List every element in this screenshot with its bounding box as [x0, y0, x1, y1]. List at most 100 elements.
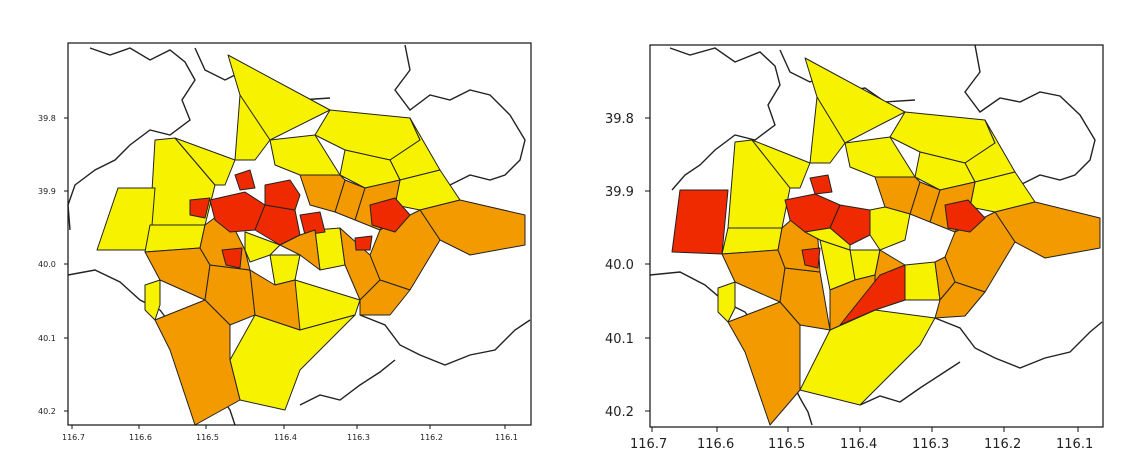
cell-low [269, 134, 341, 176]
cell-medium [994, 201, 1101, 259]
cell-low [727, 139, 791, 229]
cell-low [314, 109, 421, 161]
cell-medium [359, 279, 411, 316]
axes-frame [649, 44, 1104, 428]
cell-high [369, 197, 411, 233]
cell-high [221, 247, 243, 269]
cell-low [274, 279, 361, 331]
cell-medium [279, 229, 321, 271]
cell-low [969, 171, 1036, 213]
district-border [299, 359, 396, 406]
y-tick-label: 40.2 [38, 407, 56, 416]
cell-low [889, 111, 996, 164]
cell-low [244, 231, 281, 263]
cell-low [721, 227, 783, 255]
cell-high [234, 169, 256, 191]
district-border [934, 317, 1103, 369]
cell-medium [874, 176, 921, 215]
district-border [669, 47, 781, 191]
x-tick-label: 116.5 [768, 437, 805, 452]
cell-low [804, 57, 906, 144]
cell-high [944, 199, 986, 233]
x-tick-label: 116.1 [495, 433, 518, 442]
y-tick-label: 40.1 [38, 334, 56, 343]
cell-low [804, 227, 851, 251]
district-border [194, 47, 331, 101]
cell-medium [334, 179, 366, 221]
cell-high [801, 247, 821, 269]
cell-high [839, 264, 906, 326]
cell-medium [874, 249, 906, 311]
district-border [67, 269, 236, 426]
cell-medium [339, 227, 381, 301]
cell-low [394, 169, 461, 211]
y-tick-label: 40.1 [605, 332, 634, 347]
cell-low [849, 249, 881, 281]
cell-low [144, 224, 206, 253]
cell-low [914, 151, 976, 191]
x-tick-label: 116.4 [274, 433, 297, 442]
voronoi-cells-left [96, 54, 526, 426]
cell-high [254, 204, 301, 246]
x-tick-label: 116.3 [347, 433, 370, 442]
cell-high [809, 174, 833, 195]
cell-low [799, 309, 936, 406]
x-tick-label: 116.7 [630, 437, 667, 452]
cell-high [189, 197, 211, 219]
cell-low [964, 119, 1016, 183]
cell-medium [299, 174, 346, 213]
cell-high [784, 193, 841, 233]
cell-medium [249, 269, 301, 331]
cell-low [229, 314, 356, 411]
cell-high [829, 204, 871, 246]
map-area-left [67, 44, 531, 426]
cell-medium [144, 247, 211, 301]
cell-low [339, 149, 401, 189]
x-tick-label: 116.7 [62, 433, 85, 442]
cell-low [227, 54, 331, 141]
x-tick-label: 116.6 [129, 433, 152, 442]
cell-medium [199, 209, 251, 271]
cell-low [869, 206, 911, 251]
cell-medium [944, 211, 1016, 293]
cell-medium [369, 209, 441, 291]
district-border [67, 47, 196, 231]
cell-medium [829, 274, 876, 331]
cell-low [144, 279, 161, 321]
y-axis-right: 39.8 39.9 40.0 40.1 40.2 [605, 112, 650, 420]
district-border [779, 49, 916, 103]
cell-low [269, 254, 301, 286]
x-tick-label: 116.2 [420, 433, 443, 442]
cell-low [389, 117, 441, 181]
y-tick-label: 39.8 [38, 114, 56, 123]
voronoi-cells-right [671, 57, 1101, 426]
cell-medium [354, 179, 401, 231]
x-tick-label: 116.5 [196, 433, 219, 442]
cell-high [354, 235, 373, 251]
cell-low [96, 187, 156, 251]
x-tick-label: 116.6 [697, 437, 734, 452]
y-tick-label: 40.2 [605, 405, 634, 420]
cell-high [299, 211, 326, 236]
district-border [394, 44, 526, 186]
y-axis-left: 39.8 39.9 40.0 40.1 40.2 [38, 114, 68, 416]
y-tick-label: 39.9 [605, 185, 634, 200]
y-tick-label: 39.9 [38, 187, 56, 196]
cell-medium [777, 211, 821, 273]
x-tick-label: 116.4 [840, 437, 877, 452]
cell-low [809, 96, 846, 164]
cell-low [314, 227, 346, 271]
y-tick-label: 39.8 [605, 112, 634, 127]
x-axis-right: 116.7 116.6 116.5 116.4 116.3 116.2 116.… [630, 427, 1093, 452]
cell-medium [721, 249, 786, 303]
cell-medium [204, 264, 256, 326]
cell-medium [929, 181, 976, 233]
cell-medium [727, 301, 801, 426]
cell-medium [419, 199, 526, 256]
cell-low [844, 136, 916, 178]
cell-low [904, 261, 941, 301]
map-area-right [649, 44, 1103, 426]
cell-high [209, 191, 266, 233]
cell-low [717, 281, 736, 323]
cell-medium [934, 281, 986, 319]
